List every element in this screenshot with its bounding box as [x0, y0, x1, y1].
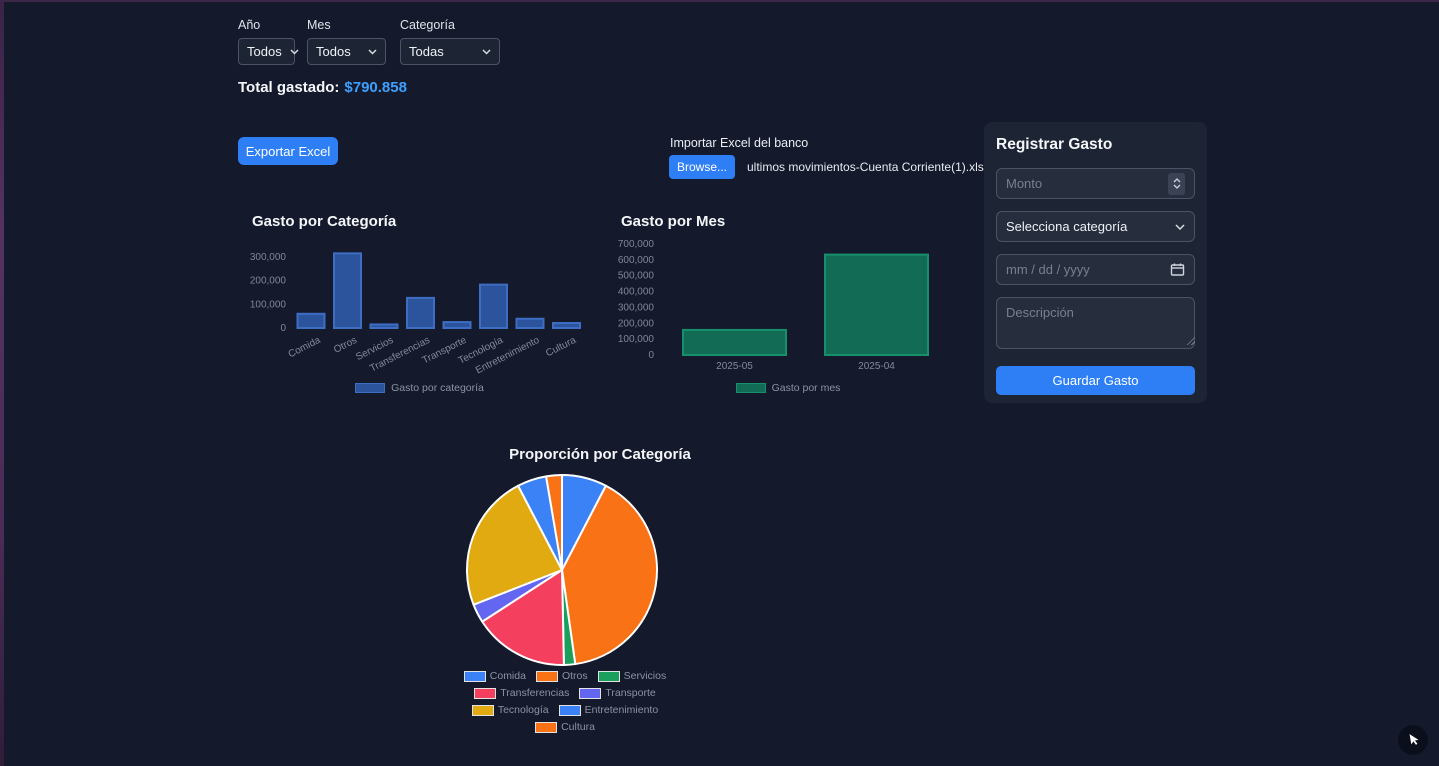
svg-text:200,000: 200,000 [618, 318, 654, 329]
svg-text:200,000: 200,000 [250, 276, 287, 287]
chevron-down-icon [368, 48, 377, 55]
save-expense-button[interactable]: Guardar Gasto [996, 366, 1195, 395]
pie-legend-swatch [579, 687, 602, 699]
pie-legend-swatch [463, 670, 486, 682]
import-file-control: Browse... ultimos movimientos-Cuenta Cor… [669, 155, 990, 179]
spinner-down-icon [1173, 184, 1180, 189]
pie-legend-swatch [597, 670, 620, 682]
pie-chart [466, 474, 658, 666]
svg-text:100,000: 100,000 [250, 299, 287, 310]
pie-chart-title: Proporción por Categoría [509, 446, 691, 463]
spinner-up-icon [1173, 178, 1180, 183]
pie-legend-item[interactable]: Tecnología [471, 704, 549, 716]
svg-text:100,000: 100,000 [618, 334, 654, 345]
year-select[interactable]: Todos [238, 38, 299, 65]
selected-filename: ultimos movimientos-Cuenta Corriente(1).… [747, 160, 990, 174]
total-spent-label: Total gastado: [238, 79, 340, 96]
category-chart-legend[interactable]: Gasto por categoría [252, 382, 587, 394]
total-spent-amount: $790.858 [344, 79, 407, 96]
pie-legend-item[interactable]: Entretenimiento [558, 704, 659, 716]
pie-legend-swatch [474, 687, 497, 699]
svg-text:300,000: 300,000 [618, 302, 654, 313]
category-filter-select[interactable]: Todas [400, 38, 500, 65]
top-edge-strip [0, 0, 1439, 2]
category-select-value: Selecciona categoría [1006, 219, 1128, 234]
browse-button[interactable]: Browse... [669, 155, 735, 179]
svg-text:700,000: 700,000 [618, 239, 654, 250]
legend-item[interactable]: Gasto por categoría [355, 382, 484, 394]
svg-text:0: 0 [648, 350, 654, 361]
calendar-icon[interactable] [1170, 262, 1185, 277]
pie-legend-swatch [535, 721, 558, 733]
mouse-pointer-icon [1409, 734, 1419, 745]
month-chart-legend[interactable]: Gasto por mes [618, 382, 958, 394]
pie-legend-label: Comida [489, 670, 526, 682]
legend-label: Gasto por mes [771, 382, 841, 394]
pie-legend-label: Entretenimiento [584, 704, 659, 716]
date-placeholder: mm / dd / yyyy [1006, 262, 1090, 277]
export-excel-button[interactable]: Exportar Excel [238, 137, 338, 165]
pie-legend-swatch [471, 704, 494, 716]
pie-legend-item[interactable]: Transferencias [474, 687, 569, 699]
description-textarea[interactable] [996, 297, 1195, 349]
chevron-down-icon [482, 48, 491, 55]
year-select-value: Todos [247, 44, 282, 59]
amount-placeholder: Monto [1006, 176, 1043, 191]
chevron-down-icon [1175, 223, 1185, 230]
legend-label: Gasto por categoría [391, 382, 484, 394]
svg-text:600,000: 600,000 [618, 255, 654, 266]
pie-legend-label: Transferencias [500, 687, 570, 699]
legend-item[interactable]: Gasto por mes [735, 382, 841, 394]
month-chart-title: Gasto por Mes [621, 213, 726, 230]
pie-legend-label: Transporte [605, 687, 656, 699]
pie-legend-item[interactable]: Transporte [579, 687, 656, 699]
svg-text:500,000: 500,000 [618, 271, 654, 282]
category-filter-label: Categoría [400, 18, 455, 32]
month-bar-chart: 0 100,000 200,000 300,000 400,000 500,000 600,… [618, 239, 929, 372]
register-expense-panel: Registrar Gasto Monto Selecciona categor… [984, 122, 1207, 403]
cursor-indicator [1398, 725, 1428, 755]
amount-input[interactable]: Monto [996, 168, 1195, 199]
svg-text:0: 0 [280, 323, 286, 334]
pie-legend-swatch [535, 670, 558, 682]
svg-text:300,000: 300,000 [250, 252, 287, 263]
pie-legend-item[interactable]: Otros [535, 670, 588, 682]
total-spent: Total gastado: $790.858 [238, 79, 407, 96]
date-input[interactable]: mm / dd / yyyy [996, 254, 1195, 285]
chevron-down-icon [290, 48, 299, 55]
svg-text:Cultura: Cultura [544, 335, 578, 360]
legend-swatch [735, 383, 766, 393]
left-edge-strip [0, 0, 4, 766]
category-select[interactable]: Selecciona categoría [996, 211, 1195, 242]
textarea-resize-grip[interactable] [1186, 336, 1195, 345]
svg-text:Entretenimiento: Entretenimiento [474, 335, 542, 377]
pie-legend-item[interactable]: Cultura [535, 721, 595, 733]
svg-text:400,000: 400,000 [618, 287, 654, 298]
year-filter-label: Año [238, 18, 261, 32]
pie-legend-item[interactable]: Comida [463, 670, 526, 682]
pie-legend-label: Otros [561, 670, 588, 682]
number-spinner[interactable] [1168, 172, 1185, 195]
category-filter-value: Todas [409, 44, 444, 59]
pie-legend-label: Cultura [561, 721, 595, 733]
category-chart-title: Gasto por Categoría [252, 213, 397, 230]
svg-text:Comida: Comida [287, 335, 323, 361]
import-excel-label: Importar Excel del banco [670, 136, 809, 150]
filters-bar: Año Todos Mes Todos Categoría Todas [238, 18, 500, 65]
legend-swatch [355, 383, 386, 393]
month-select[interactable]: Todos [307, 38, 386, 65]
month-select-value: Todos [316, 44, 351, 59]
svg-text:2025-04: 2025-04 [858, 361, 895, 372]
svg-text:2025-05: 2025-05 [716, 361, 753, 372]
pie-chart-legend[interactable]: Comida Otros Servicios Transferencias Transp… [440, 670, 690, 733]
pie-legend-label: Tecnología [497, 704, 549, 716]
month-filter-label: Mes [307, 18, 331, 32]
register-panel-title: Registrar Gasto [996, 136, 1113, 153]
pie-legend-label: Servicios [623, 670, 667, 682]
pie-legend-item[interactable]: Servicios [597, 670, 667, 682]
pie-legend-swatch [558, 704, 581, 716]
